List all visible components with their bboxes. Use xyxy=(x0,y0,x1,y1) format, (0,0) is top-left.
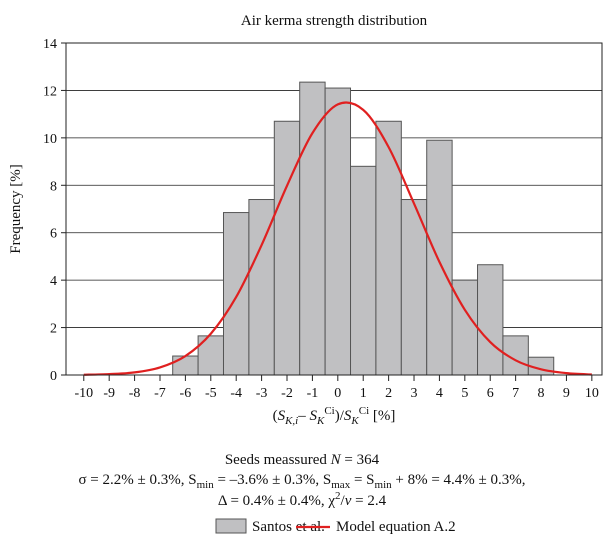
x-axis-label-part: K xyxy=(350,415,359,427)
annotation-part: = –3.6% ± 0.3%, S xyxy=(214,472,332,488)
x-tick-label: 10 xyxy=(585,386,599,401)
annotation: Seeds meassured N = 364 xyxy=(225,452,380,468)
annotation-part: = 364 xyxy=(341,452,380,468)
x-tick-label: 8 xyxy=(538,386,545,401)
bar xyxy=(172,355,199,376)
x-axis-label-part: S xyxy=(278,408,286,424)
x-tick-label: 7 xyxy=(512,386,519,401)
x-tick-label: -4 xyxy=(230,386,242,401)
bar xyxy=(477,264,504,376)
annotation-part: N xyxy=(330,452,342,468)
annotation-part: min xyxy=(375,479,393,491)
annotation-part: / xyxy=(341,493,346,509)
annotation-part: = S xyxy=(350,472,374,488)
x-axis-label-part: ( xyxy=(273,408,278,424)
bar xyxy=(299,81,326,376)
x-tick-label: 2 xyxy=(385,386,392,401)
x-axis-label-part: [%] xyxy=(369,408,395,424)
legend-label: Model equation A.2 xyxy=(336,519,456,535)
y-axis-label: Frequency [%] xyxy=(8,164,24,254)
x-tick-label: -2 xyxy=(281,386,293,401)
annotation-part: σ = 2.2% ± 0.3%, S xyxy=(78,472,196,488)
bar xyxy=(350,165,377,376)
y-tick-label: 10 xyxy=(43,132,57,147)
bar xyxy=(273,120,301,376)
y-tick-label: 14 xyxy=(43,37,57,52)
y-tick-label: 4 xyxy=(50,274,57,289)
plot-frame xyxy=(65,42,603,376)
x-tick-label: 9 xyxy=(563,386,570,401)
x-tick-label: 6 xyxy=(487,386,494,401)
x-tick-label: 4 xyxy=(436,386,443,401)
chart-title: Air kerma strength distribution xyxy=(241,13,428,29)
legend-swatch xyxy=(215,518,247,534)
annotation-part: min xyxy=(197,479,215,491)
y-tick-label: 0 xyxy=(50,369,57,384)
bar xyxy=(426,139,453,376)
bar xyxy=(400,199,428,376)
x-axis-label-part: S xyxy=(344,408,352,424)
x-tick-label: 0 xyxy=(334,386,341,401)
annotation-part: + 8% = 4.4% ± 0.3%, xyxy=(392,472,526,488)
x-tick-label: -1 xyxy=(307,386,319,401)
bar xyxy=(324,87,352,376)
y-tick-label: 6 xyxy=(50,227,57,242)
x-axis-label-part: K,i xyxy=(284,415,298,427)
x-tick-label: -7 xyxy=(154,386,166,401)
legend-label: Santos et al. xyxy=(252,519,325,535)
x-tick-label: 3 xyxy=(411,386,418,401)
x-tick-label: -6 xyxy=(180,386,192,401)
y-tick-label: 8 xyxy=(50,179,57,194)
x-axis-label-part: Ci xyxy=(359,405,369,417)
annotation: σ = 2.2% ± 0.3%, Smin = –3.6% ± 0.3%, Sm… xyxy=(78,472,525,491)
x-axis-label-part: – xyxy=(297,408,309,424)
annotation-part: Δ = 0.4% ± 0.4%, χ xyxy=(218,493,336,509)
y-tick-label: 12 xyxy=(43,84,57,99)
x-axis-label-part: S xyxy=(309,408,317,424)
x-tick-label: -3 xyxy=(256,386,268,401)
bar xyxy=(375,120,402,376)
x-tick-label: -10 xyxy=(74,386,93,401)
x-tick-label: -5 xyxy=(205,386,217,401)
x-tick-label: 5 xyxy=(461,386,468,401)
annotation-part: = 2.4 xyxy=(351,493,386,509)
x-tick-label: -9 xyxy=(103,386,115,401)
x-axis-label: (SK,i– SKCi)/SKCi [%] xyxy=(273,405,396,427)
annotation-part: max xyxy=(331,479,350,491)
model-curve xyxy=(83,101,592,376)
annotation: Δ = 0.4% ± 0.4%, χ2/v = 2.4 xyxy=(218,490,387,509)
bar xyxy=(222,212,250,376)
x-tick-label: -8 xyxy=(129,386,141,401)
y-tick-label: 2 xyxy=(50,322,57,337)
x-axis-label-part: K xyxy=(316,415,325,427)
x-axis-label-part: Ci xyxy=(324,405,334,417)
x-tick-label: 1 xyxy=(360,386,367,401)
x-axis-label-part: )/ xyxy=(335,408,345,424)
annotation-part: 2 xyxy=(335,490,341,502)
annotation-part: v xyxy=(345,493,352,509)
annotation-part: Seeds meassured xyxy=(225,452,331,468)
